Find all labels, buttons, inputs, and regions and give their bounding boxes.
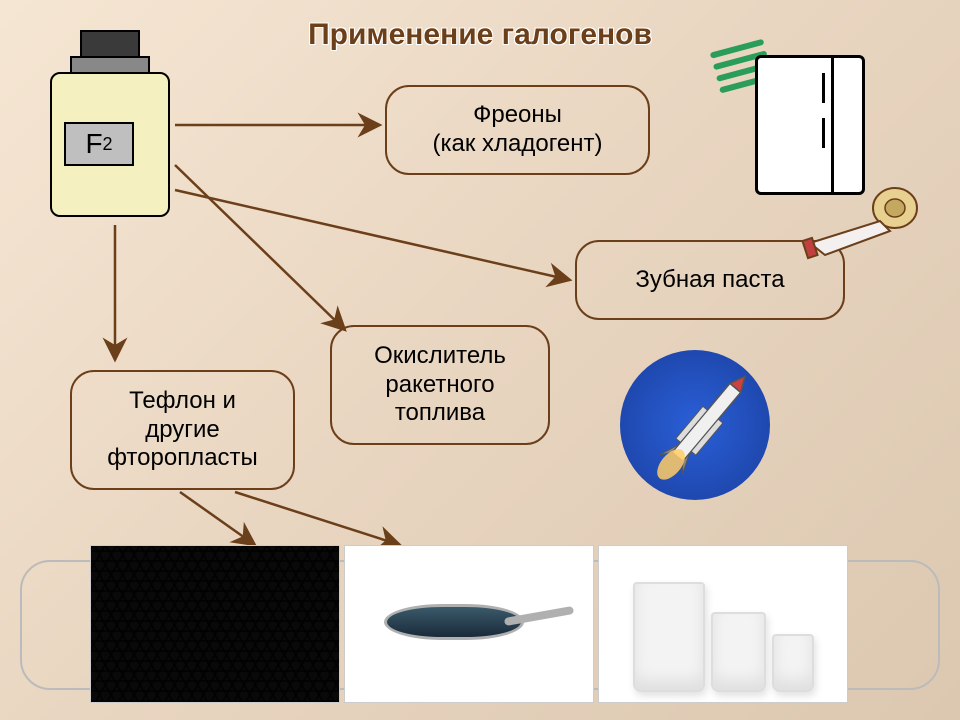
fridge-icon	[755, 55, 865, 195]
formula-label: F2	[64, 122, 134, 166]
node-teflon: Тефлон и другие фторопласты	[70, 370, 295, 490]
photo-row	[90, 545, 848, 703]
ptfe-beakers-photo	[598, 545, 848, 703]
node-oxidizer: Окислитель ракетного топлива	[330, 325, 550, 445]
f2-bottle-icon: F2	[40, 30, 180, 220]
rocket-icon	[620, 350, 780, 510]
frying-pan-photo	[344, 545, 594, 703]
node-freons: Фреоны (как хладогент)	[385, 85, 650, 175]
carbon-mesh-photo	[90, 545, 340, 703]
toothpaste-icon	[795, 183, 925, 263]
